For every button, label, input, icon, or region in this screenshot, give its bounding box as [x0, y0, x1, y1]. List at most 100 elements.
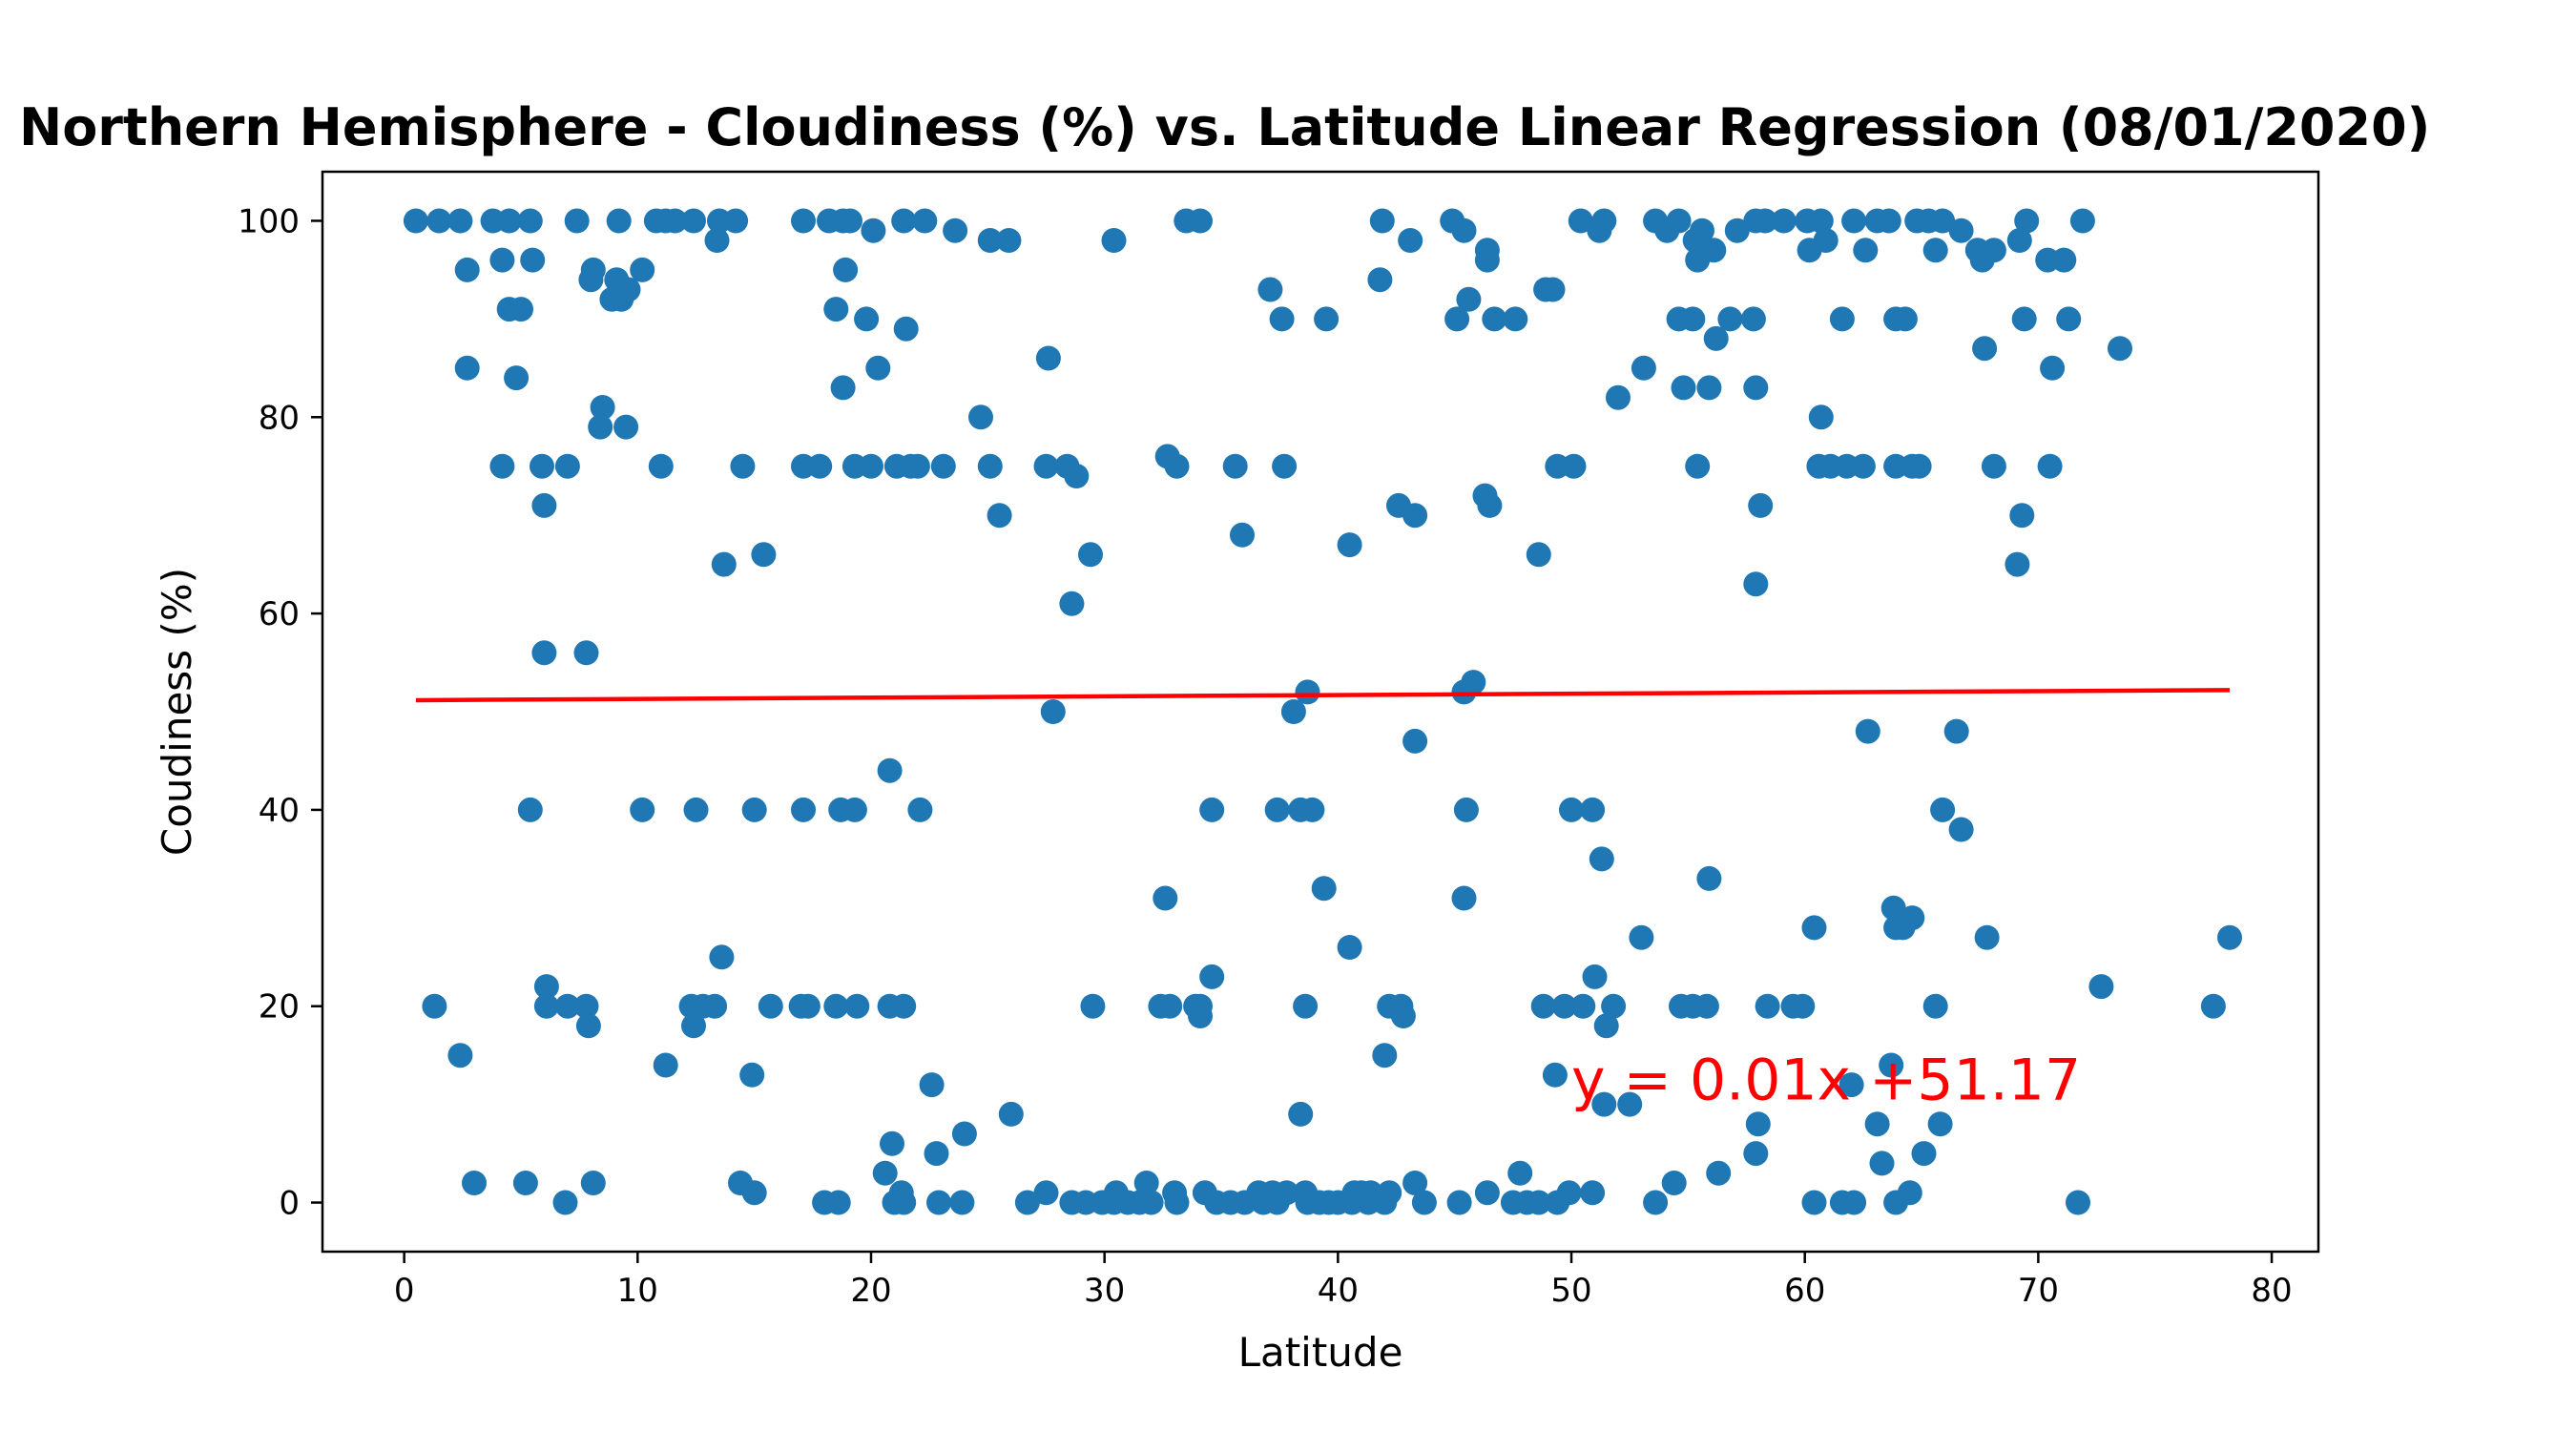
data-point	[1064, 464, 1090, 488]
data-point	[739, 1062, 765, 1088]
data-point	[1850, 453, 1876, 479]
data-point	[1948, 218, 1974, 243]
data-point	[1040, 699, 1066, 724]
data-point	[1080, 993, 1106, 1019]
data-point	[1272, 453, 1298, 479]
data-point	[2040, 355, 2066, 381]
data-point	[2066, 1190, 2090, 1215]
data-point	[2056, 306, 2082, 332]
data-point	[723, 208, 749, 234]
data-point	[531, 492, 557, 518]
data-point	[1288, 1101, 1314, 1127]
data-point	[1892, 306, 1918, 332]
data-point	[758, 993, 783, 1019]
data-point	[1230, 522, 1255, 548]
data-point	[1661, 1171, 1687, 1195]
data-point	[1701, 238, 1727, 263]
data-point	[893, 316, 919, 342]
y-tick-label: 0	[279, 1185, 300, 1223]
data-point	[1474, 238, 1500, 263]
data-point	[1906, 453, 1932, 479]
data-point	[1477, 492, 1503, 518]
data-point	[861, 218, 886, 243]
data-point	[630, 797, 655, 822]
data-point	[1654, 218, 1680, 243]
data-point	[1545, 1190, 1570, 1215]
data-point	[949, 1190, 975, 1215]
data-point	[1398, 228, 1423, 253]
data-point	[711, 551, 737, 577]
data-point	[1453, 797, 1479, 822]
data-point	[1280, 699, 1306, 724]
data-point	[1402, 1171, 1428, 1195]
data-point	[1883, 1190, 1909, 1215]
data-point	[1101, 228, 1127, 253]
data-point	[1869, 1151, 1895, 1176]
data-point	[1526, 1190, 1551, 1215]
data-point	[833, 257, 859, 282]
data-point	[1790, 993, 1816, 1019]
data-point	[2108, 336, 2132, 362]
data-point	[531, 640, 557, 666]
data-point	[891, 993, 917, 1019]
data-point	[1740, 306, 1766, 332]
data-point	[987, 503, 1012, 529]
data-point	[1629, 924, 1654, 950]
data-point	[1503, 306, 1528, 332]
data-point	[1753, 208, 1778, 234]
data-point	[1580, 1180, 1606, 1206]
data-point	[2005, 551, 2030, 577]
x-tick-label: 0	[394, 1272, 415, 1310]
data-point	[606, 208, 632, 234]
data-point	[1540, 277, 1566, 302]
data-point	[1337, 935, 1362, 960]
data-point	[741, 1180, 767, 1206]
data-point	[751, 542, 777, 568]
data-point	[1188, 208, 1213, 234]
data-point	[1451, 885, 1477, 911]
data-point	[489, 453, 515, 479]
data-point	[573, 640, 599, 666]
data-point	[825, 1190, 851, 1215]
data-point	[648, 453, 674, 479]
data-point	[1855, 718, 1880, 744]
data-point	[630, 257, 655, 282]
y-tick-label: 40	[259, 792, 300, 830]
x-tick-label: 50	[1550, 1272, 1591, 1310]
data-point	[1295, 679, 1320, 705]
data-point	[1164, 1190, 1190, 1215]
data-point	[1188, 1004, 1213, 1028]
data-point	[1138, 1190, 1164, 1215]
data-point	[1293, 993, 1319, 1019]
data-point	[1033, 453, 1059, 479]
data-point	[447, 208, 473, 234]
data-point	[1617, 1091, 1643, 1117]
data-point	[709, 944, 735, 970]
regression-equation: y = 0.01x +51.17	[1571, 1047, 2081, 1113]
y-tick-label: 80	[259, 399, 300, 437]
data-point	[919, 1072, 945, 1098]
data-point	[924, 1141, 949, 1167]
data-point	[1797, 238, 1822, 263]
data-point	[1911, 1141, 1937, 1167]
data-point	[575, 1013, 601, 1039]
data-point	[1879, 1052, 1904, 1078]
data-point	[1390, 1004, 1416, 1028]
data-point	[1771, 208, 1797, 234]
data-point	[1526, 542, 1551, 568]
data-point	[1269, 306, 1295, 332]
data-point	[996, 228, 1022, 253]
data-point	[1153, 885, 1178, 911]
data-point	[943, 218, 968, 243]
data-point	[891, 208, 917, 234]
x-axis-ticks: 0 10 20 30 40 50 60 70 80	[394, 1252, 2293, 1310]
data-point	[807, 453, 833, 479]
data-point	[1631, 355, 1656, 381]
data-point	[1706, 1160, 1732, 1186]
y-tick-label: 100	[238, 202, 300, 240]
data-point	[854, 306, 880, 332]
data-point	[1580, 797, 1606, 822]
data-point	[1222, 453, 1248, 479]
data-point	[1570, 993, 1596, 1019]
